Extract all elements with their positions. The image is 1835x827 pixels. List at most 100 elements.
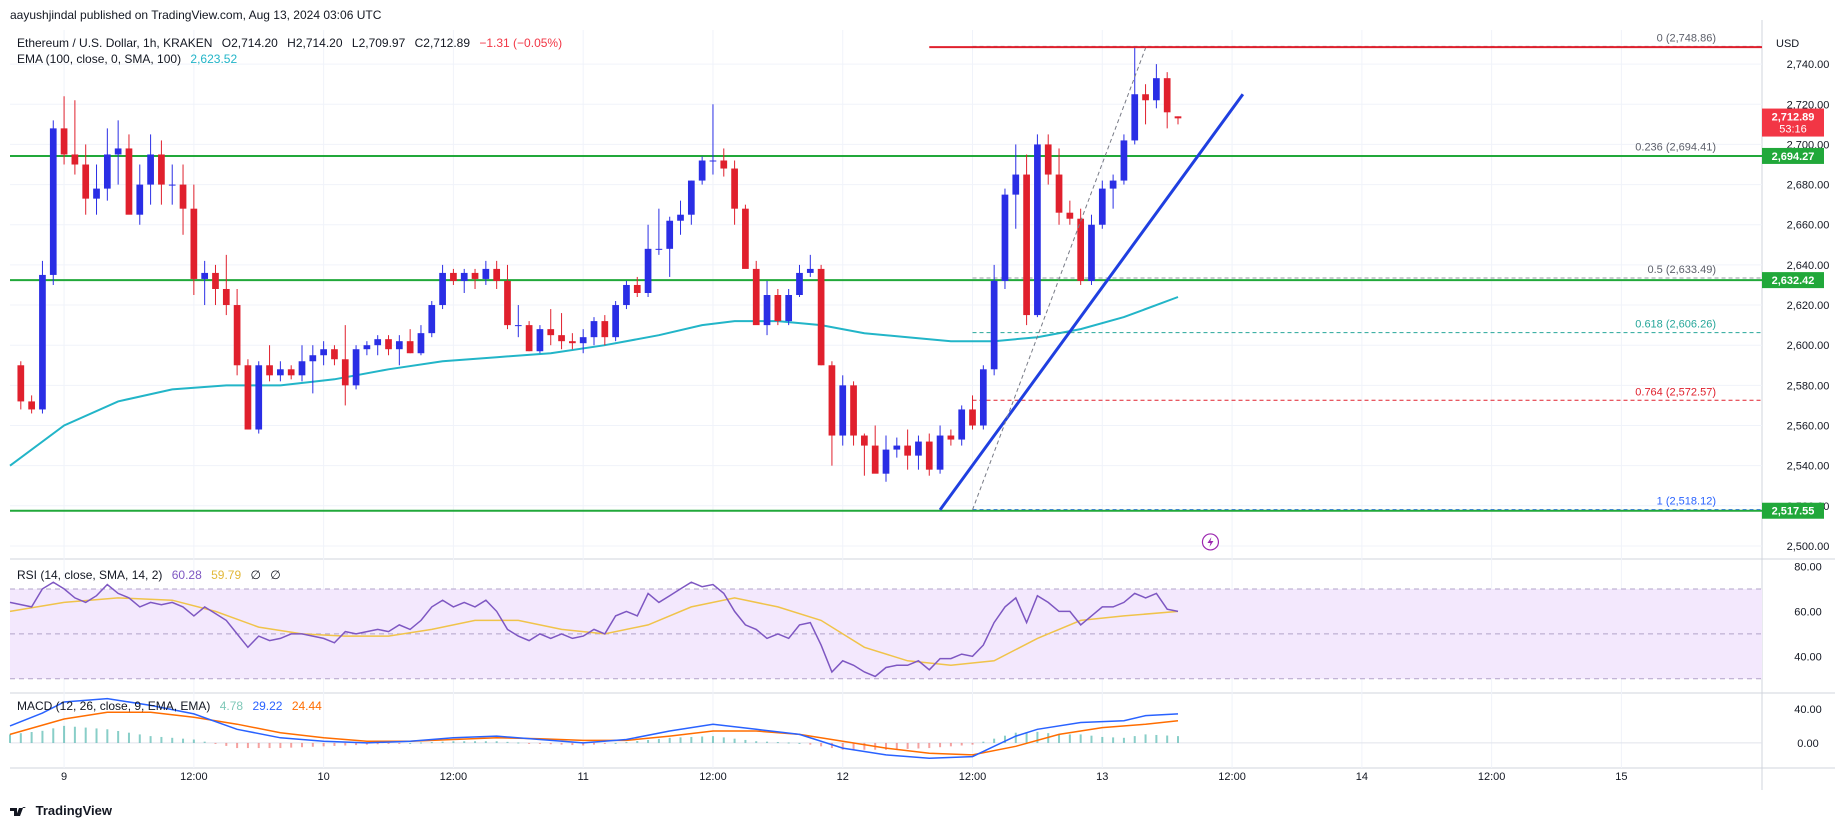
fib-swing-line xyxy=(972,47,1147,510)
candle-body xyxy=(417,333,425,354)
rsi-y-tick-label: 60.00 xyxy=(1794,606,1822,618)
fib-level-label: 0.5 (2,633.49) xyxy=(1648,264,1717,276)
candle-body xyxy=(222,288,230,306)
candle-body xyxy=(147,154,154,185)
macd-histogram-bar xyxy=(744,739,747,743)
macd-histogram-bar xyxy=(1144,734,1147,743)
candle-body xyxy=(212,272,219,289)
candle-body xyxy=(763,295,771,326)
ema-legend[interactable]: EMA (100, close, 0, SMA, 100) 2,623.52 xyxy=(17,52,237,66)
macd-histogram-bar xyxy=(982,741,985,743)
fib-level-label: 0.618 (2,606.26) xyxy=(1635,319,1716,331)
macd-histogram-bar xyxy=(647,739,650,743)
candle-body xyxy=(493,268,501,281)
ohlc-change: −1.31 (−0.05%) xyxy=(479,36,563,50)
candle-body xyxy=(320,349,327,356)
x-tick-label: 12:00 xyxy=(1478,771,1506,783)
macd-histogram-bar xyxy=(517,742,520,744)
macd-histogram-bar xyxy=(127,732,130,743)
macd-histogram-bar xyxy=(52,728,55,743)
brand-name: TradingView xyxy=(35,803,112,818)
macd-histogram-bar xyxy=(820,742,823,747)
candle-body xyxy=(49,128,57,275)
macd-value: 29.22 xyxy=(252,699,283,713)
rsi-ma-value: 59.79 xyxy=(211,568,242,582)
x-tick-label: 12:00 xyxy=(180,771,208,783)
macd-histogram-bar xyxy=(668,737,671,743)
candle-body xyxy=(1023,174,1030,316)
price-level-tag xyxy=(1762,502,1824,519)
rsi-legend[interactable]: RSI (14, close, SMA, 14, 2) 60.28 59.79 … xyxy=(17,568,281,582)
macd-histogram-bar xyxy=(138,734,141,743)
candle-body xyxy=(655,248,663,250)
macd-histogram-bar xyxy=(690,736,693,743)
macd-histogram-bar xyxy=(257,742,260,749)
macd-histogram-bar xyxy=(1036,731,1039,743)
macd-histogram-bar xyxy=(917,742,920,749)
macd-histogram-bar xyxy=(236,742,239,749)
candle-body xyxy=(1131,94,1139,141)
macd-histogram-bar xyxy=(733,738,736,743)
fib-level-label: 1 (2,518.12) xyxy=(1657,496,1716,508)
macd-histogram-bar xyxy=(149,736,152,743)
rsi-line xyxy=(9,581,1179,678)
y-tick-label: 2,720.00 xyxy=(1787,99,1830,111)
macd-histogram-bar xyxy=(355,742,358,746)
candle-body xyxy=(385,339,392,350)
candle-body xyxy=(395,341,403,350)
candle-body xyxy=(352,349,360,386)
macd-histogram-bar xyxy=(593,742,595,745)
candle-body xyxy=(633,284,641,293)
macd-histogram-bar xyxy=(679,737,682,743)
macd-histogram-bar xyxy=(463,741,466,743)
macd-histogram-bar xyxy=(95,728,98,743)
candle-body xyxy=(514,325,522,327)
macd-histogram-bar xyxy=(192,739,195,743)
macd-histogram-bar xyxy=(171,737,174,743)
candle-body xyxy=(882,449,890,474)
tradingview-logo-icon xyxy=(10,806,26,816)
macd-histogram-bar xyxy=(106,729,109,743)
macd-histogram-bar xyxy=(474,741,477,743)
candle-body xyxy=(28,401,35,410)
macd-histogram-bar xyxy=(939,742,942,748)
candle-body xyxy=(82,164,90,199)
candle-body xyxy=(1055,174,1063,213)
macd-histogram-bar xyxy=(225,742,228,746)
y-tick-label: 2,740.00 xyxy=(1787,59,1830,71)
macd-histogram-bar xyxy=(830,742,833,749)
candle-body xyxy=(958,409,966,440)
tradingview-logo[interactable]: TradingView xyxy=(10,803,112,818)
candle-body xyxy=(39,274,46,410)
candle-body xyxy=(1066,212,1074,219)
y-tick-label: 2,600.00 xyxy=(1787,340,1830,352)
macd-histogram-bar xyxy=(9,734,11,743)
rsi-empty-1: ∅ xyxy=(250,568,261,582)
macd-histogram-bar xyxy=(960,742,963,746)
macd-legend[interactable]: MACD (12, 26, close, 9, EMA, EMA) 4.78 2… xyxy=(17,699,322,713)
candle-body xyxy=(471,272,479,279)
candle-body xyxy=(774,295,782,322)
main-legend[interactable]: Ethereum / U.S. Dollar, 1h, KRAKEN O2,71… xyxy=(17,36,562,50)
macd-histogram-bar xyxy=(279,742,282,749)
candle-body xyxy=(979,369,987,426)
last-price-tag xyxy=(1762,108,1824,137)
candle-body xyxy=(60,128,68,155)
candle-body xyxy=(644,248,652,293)
y-tick-label: 2,640.00 xyxy=(1787,260,1830,272)
macd-histogram-bar xyxy=(863,742,866,750)
candle-body xyxy=(915,441,922,456)
candle-body xyxy=(363,345,371,350)
macd-histogram-bar xyxy=(625,742,628,744)
currency-unit[interactable]: USD xyxy=(1776,38,1800,50)
macd-line xyxy=(9,697,1179,760)
y-tick-label: 2,540.00 xyxy=(1787,461,1830,473)
candle-body xyxy=(504,280,511,326)
candle-body xyxy=(904,445,911,456)
x-tick-label: 10 xyxy=(318,771,330,783)
bar-countdown-label: 53:16 xyxy=(1779,124,1807,136)
publisher-line: aayushjindal published on TradingView.co… xyxy=(10,8,382,22)
macd-histogram-bar xyxy=(582,742,585,746)
candle-body xyxy=(861,435,868,446)
